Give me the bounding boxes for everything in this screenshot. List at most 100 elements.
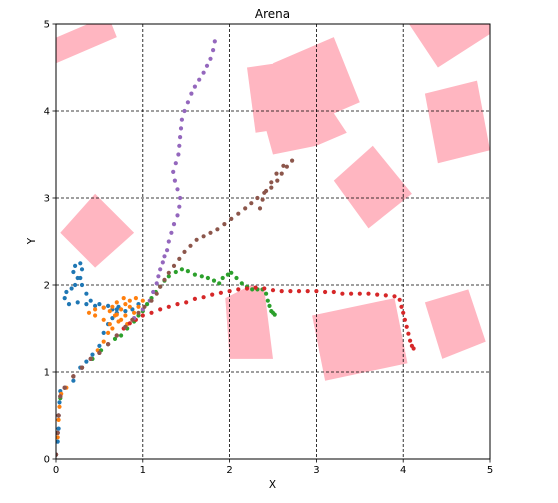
trajectory-point (166, 270, 171, 275)
trajectory-point (269, 180, 274, 185)
trajectory-point (56, 430, 60, 435)
trajectory-point (84, 291, 89, 296)
trajectory-point (140, 298, 145, 303)
trajectory-point (75, 300, 80, 305)
trajectory-point (175, 213, 180, 218)
trajectory-point (397, 297, 402, 302)
trajectory-point (97, 350, 102, 355)
trajectory-point (166, 274, 171, 279)
trajectory-point (56, 417, 61, 422)
trajectory-point (93, 303, 98, 308)
trajectory-point (79, 282, 85, 288)
trajectory-point (264, 291, 269, 296)
trajectory-series-1 (56, 261, 141, 457)
trajectory-point (58, 394, 63, 399)
trajectory-point (229, 270, 234, 275)
x-tick-label: 1 (140, 465, 146, 476)
obstacle-11 (424, 289, 486, 359)
trajectory-point (323, 289, 328, 295)
trajectory-point (123, 302, 128, 307)
trajectory-point (90, 352, 95, 357)
trajectory-point (56, 452, 59, 457)
trajectory-point (331, 289, 336, 295)
trajectory-point (234, 275, 239, 281)
trajectory-point (192, 84, 197, 89)
trajectory-point (215, 227, 220, 232)
trajectory-point (211, 278, 217, 283)
trajectory-point (401, 310, 406, 315)
trajectory-point (177, 143, 182, 148)
trajectory-point (84, 302, 89, 307)
trajectory-point (212, 39, 217, 44)
trajectory-point (127, 304, 132, 309)
trajectory-point (274, 171, 279, 176)
trajectory-point (166, 304, 171, 309)
trajectory-point (156, 274, 161, 279)
obstacle-5 (408, 24, 490, 68)
trajectory-point (121, 296, 126, 301)
trajectory-point (69, 286, 74, 291)
trajectory-point (288, 289, 293, 294)
trajectory-point (114, 300, 119, 305)
trajectory-point (402, 317, 407, 322)
trajectory-point (408, 338, 413, 343)
trajectory-point (281, 163, 286, 168)
trajectory-point (86, 310, 92, 315)
trajectory-point (185, 269, 190, 274)
trajectory-point (177, 204, 182, 209)
trajectory-point (229, 216, 234, 221)
trajectory-point (204, 63, 210, 68)
y-tick-label: 3 (44, 194, 50, 205)
trajectory-point (78, 275, 83, 281)
trajectory-point (411, 346, 416, 351)
trajectory-point (133, 296, 138, 301)
trajectory-point (93, 307, 98, 312)
trajectory-point (178, 126, 184, 131)
trajectory-point (88, 298, 93, 303)
trajectory-point (262, 286, 267, 291)
x-axis-label: X (269, 479, 276, 491)
trajectory-point (171, 222, 177, 227)
trajectory-point (175, 187, 180, 192)
trajectory-point (106, 303, 111, 308)
trajectory-point (101, 330, 106, 335)
trajectory-point (210, 292, 215, 297)
trajectory-point (177, 256, 182, 261)
trajectory-point (275, 178, 280, 183)
obstacle-9 (225, 285, 273, 359)
trajectory-point (236, 287, 241, 292)
trajectory-series-2 (56, 296, 145, 457)
trajectory-point (119, 307, 124, 312)
trajectory-point (253, 285, 258, 290)
trajectory-point (272, 312, 277, 317)
trajectory-point (165, 248, 170, 253)
trajectory-point (225, 272, 230, 277)
trajectory-point (349, 291, 354, 296)
trajectory-point (79, 267, 85, 272)
trajectory-point (404, 324, 409, 329)
obstacles-layer (56, 24, 490, 381)
trajectory-point (188, 243, 193, 248)
trajectory-point (56, 413, 61, 418)
trajectory-point (222, 222, 227, 227)
trajectory-point (64, 289, 69, 295)
x-tick-label: 5 (487, 465, 493, 476)
trajectory-point (112, 336, 118, 341)
trajectory-point (132, 310, 137, 315)
trajectory-point (217, 281, 222, 286)
obstacle-7 (333, 145, 412, 229)
obstacle-6 (424, 80, 490, 164)
trajectory-point (79, 365, 85, 370)
trajectory-point (154, 291, 159, 296)
trajectory-point (250, 287, 255, 292)
trajectory-point (243, 206, 248, 211)
trajectory-point (406, 331, 411, 336)
ticks-layer: 0 1 2 3 4 5 0 1 2 3 4 5 (44, 20, 494, 477)
trajectory-point (375, 292, 380, 297)
trajectory-point (116, 319, 121, 324)
trajectory-point (71, 374, 76, 379)
trajectory-point (270, 288, 276, 293)
trajectory-point (130, 307, 135, 312)
trajectory-point (201, 70, 206, 75)
